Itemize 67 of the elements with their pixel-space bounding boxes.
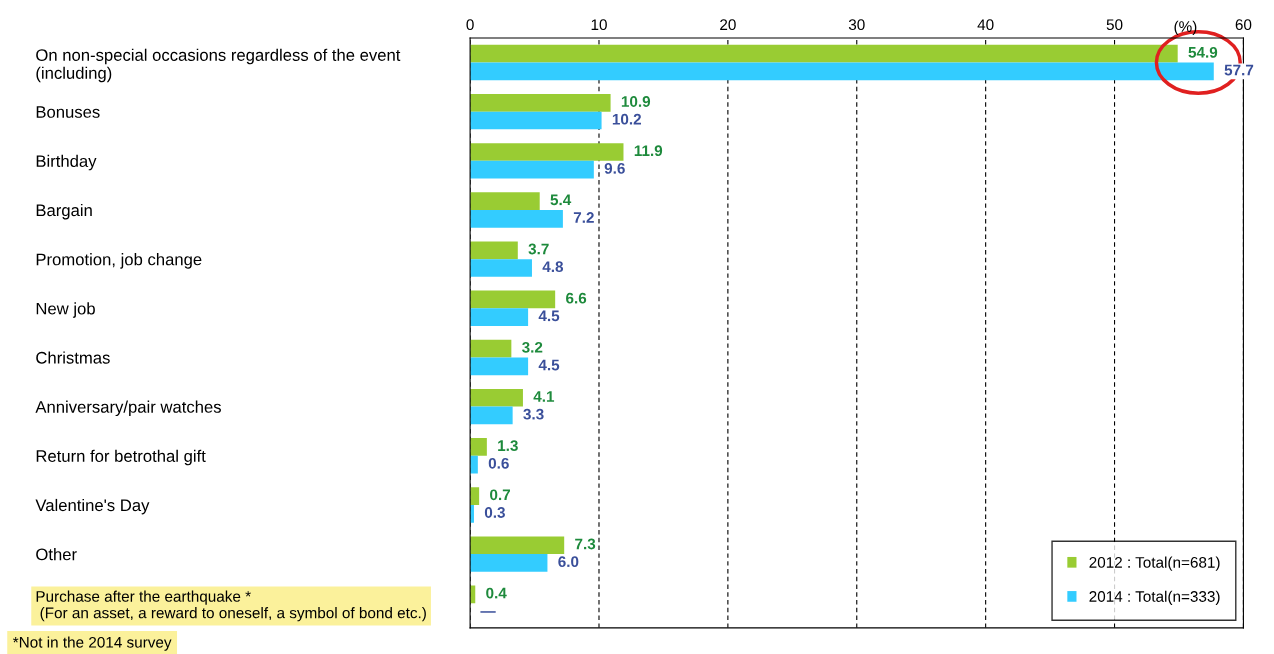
x-axis-title: (%) bbox=[1174, 20, 1197, 35]
y-tick-label: Birthday bbox=[36, 154, 97, 171]
data-label: 57.7 bbox=[1224, 64, 1254, 76]
data-label: 3.2 bbox=[522, 341, 543, 353]
data-label: 54.9 bbox=[1188, 46, 1218, 58]
data-label: 0.4 bbox=[486, 587, 507, 599]
bar bbox=[470, 487, 480, 505]
x-tick-label: 60 bbox=[1235, 19, 1252, 31]
x-tick-label: 40 bbox=[977, 19, 994, 31]
data-label: 4.5 bbox=[538, 310, 560, 322]
data-label: 0.3 bbox=[484, 507, 505, 518]
bar bbox=[470, 406, 513, 425]
data-label: 5.4 bbox=[550, 194, 572, 206]
bar bbox=[470, 308, 529, 326]
bar bbox=[470, 209, 563, 228]
y-tick-label: Valentine's Day bbox=[35, 498, 150, 515]
legend-label: 2014 : Total(n=333) bbox=[1089, 590, 1220, 605]
bar bbox=[470, 160, 594, 179]
bar bbox=[470, 192, 540, 210]
bar bbox=[470, 111, 602, 130]
data-label: 0.6 bbox=[488, 457, 509, 469]
data-label: 3.3 bbox=[523, 408, 544, 420]
y-tick-label: On non-special occasions regardless of the event (including) bbox=[36, 48, 401, 83]
bar bbox=[470, 62, 1214, 81]
y-tick-label: New job bbox=[36, 302, 95, 318]
x-tick-label: 20 bbox=[720, 19, 736, 31]
x-tick-label: 30 bbox=[848, 19, 865, 31]
data-label: 4.5 bbox=[538, 359, 560, 371]
bar bbox=[470, 438, 487, 456]
bar bbox=[470, 93, 611, 112]
data-label: 1.3 bbox=[498, 440, 518, 452]
bar bbox=[470, 536, 565, 555]
bar bbox=[470, 388, 523, 407]
data-label: 10.2 bbox=[612, 113, 641, 125]
bar bbox=[470, 554, 548, 572]
y-tick-label: Other bbox=[36, 548, 77, 561]
y-tick-label: Bonuses bbox=[36, 106, 100, 118]
bar bbox=[470, 290, 556, 309]
data-label: 6.6 bbox=[566, 292, 587, 304]
data-label: 4.1 bbox=[533, 391, 555, 402]
x-tick-label: 10 bbox=[591, 19, 607, 31]
data-label: 7.3 bbox=[575, 538, 596, 550]
data-label: 10.9 bbox=[621, 96, 651, 107]
bar bbox=[470, 241, 518, 260]
x-tick-label: 50 bbox=[1106, 19, 1123, 31]
y-tick-label: Anniversary/pair watches bbox=[35, 400, 221, 417]
data-label: 0.7 bbox=[490, 489, 511, 501]
y-tick-label: Promotion, job change bbox=[36, 253, 202, 269]
y-tick-label: Return for betrothal gift bbox=[36, 449, 206, 466]
bar bbox=[470, 357, 529, 376]
data-label: 9.6 bbox=[604, 162, 625, 174]
text: *Not in the 2014 survey bbox=[12, 636, 172, 651]
legend-label: 2012 : Total(n=681) bbox=[1089, 556, 1220, 571]
bar bbox=[470, 143, 624, 161]
bar bbox=[470, 44, 1178, 63]
data-label: 4.8 bbox=[542, 261, 564, 273]
data-label: 6.0 bbox=[558, 556, 579, 568]
text: — bbox=[480, 611, 496, 613]
y-tick-label: Christmas bbox=[36, 351, 110, 364]
data-label: 11.9 bbox=[634, 145, 663, 157]
x-tick-label: 0 bbox=[466, 19, 474, 31]
data-label: 3.7 bbox=[528, 243, 549, 255]
data-label: 7.2 bbox=[573, 212, 594, 223]
bar bbox=[470, 259, 532, 277]
y-tick-label: Bargain bbox=[36, 203, 92, 220]
bar bbox=[470, 339, 512, 358]
y-tick-label: Purchase after the earthquake * (For an asset, a reward to oneself, a symbol of bond etc.) bbox=[36, 590, 426, 622]
